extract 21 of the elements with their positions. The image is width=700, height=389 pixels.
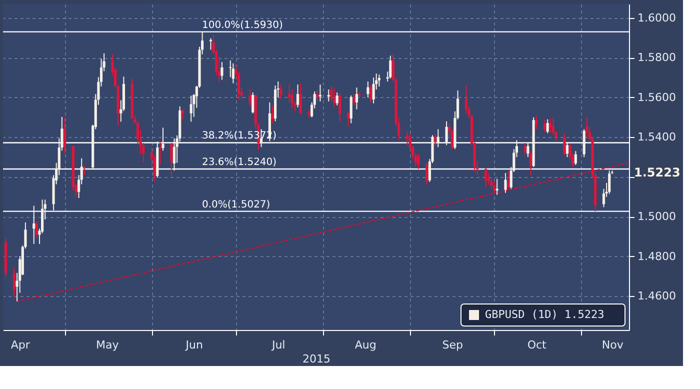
y-tick-label: 1.4600 <box>638 290 676 303</box>
ref-line-label: 100.0%(1.5930) <box>202 20 284 31</box>
y-tick-label: 1.4800 <box>638 250 676 263</box>
legend-label: GBPUSD (1D) 1.5223 <box>485 308 604 321</box>
x-tick-label: Jun <box>184 338 204 352</box>
ref-line-label: 0.0%(1.5027) <box>202 199 270 210</box>
x-tick-label: Oct <box>527 338 548 352</box>
text: 1.5223 <box>634 165 680 180</box>
x-tick-label: Nov <box>602 338 624 352</box>
x-tick-label: Sep <box>442 338 464 352</box>
x-tick-label: Aug <box>354 338 376 352</box>
y-tick-label: 1.6000 <box>638 11 676 24</box>
y-tick-label: 1.5800 <box>638 51 676 64</box>
y-tick-label: 1.5600 <box>638 90 676 104</box>
y-tick-label: 1.5000 <box>638 210 676 224</box>
x-tick-label: May <box>96 338 120 352</box>
x-tick-label: Apr <box>10 338 30 352</box>
x-axis-title: 2015 <box>302 352 330 366</box>
x-tick-label: Jul <box>270 338 286 352</box>
ref-line-label: 23.6%(1.5240) <box>202 156 277 168</box>
y-tick-label: 1.5400 <box>638 130 676 144</box>
